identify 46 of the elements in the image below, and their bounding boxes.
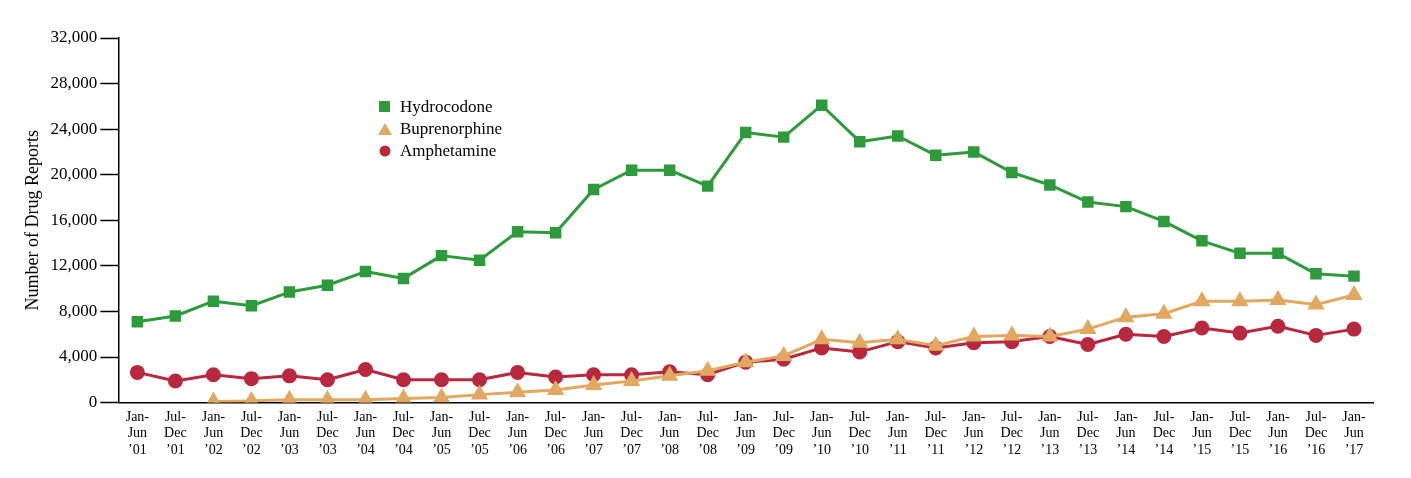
- x-tick-label: Jul- Dec ’05: [468, 408, 491, 458]
- x-tick-label: Jan- Jun ’14: [1114, 408, 1138, 458]
- x-tick-label: Jan- Jun ’06: [505, 408, 530, 458]
- y-axis-title: Number of Drug Reports: [21, 130, 42, 311]
- y-tick-label: 4,000: [59, 346, 98, 366]
- x-tick-label: Jan- Jun ’11: [886, 408, 910, 458]
- y-tick-label: 24,000: [50, 118, 98, 138]
- x-tick-label: Jan- Jun ’04: [353, 408, 378, 458]
- x-tick-label: Jan- Jun ’10: [810, 408, 834, 458]
- x-tick-label: Jul- Dec ’01: [164, 408, 187, 458]
- x-tick-label: Jul- Dec ’12: [1000, 408, 1024, 458]
- x-tick-label: Jan- Jun ’02: [201, 408, 226, 458]
- x-tick-label: Jul- Dec ’15: [1228, 408, 1252, 458]
- x-tick-label: Jan- Jun ’08: [657, 408, 682, 458]
- x-tick-label: Jul- Dec ’11: [924, 408, 948, 458]
- x-tick-label: Jul- Dec ’10: [848, 408, 872, 458]
- y-tick-label: 16,000: [50, 209, 98, 229]
- x-tick-label: Jul- Dec ’06: [544, 408, 567, 458]
- y-tick-label: 32,000: [50, 27, 98, 47]
- x-tick-label: Jan- Jun ’07: [581, 408, 606, 458]
- y-tick-label: 28,000: [50, 73, 98, 93]
- x-tick-label: Jan- Jun ’12: [962, 408, 986, 458]
- x-tick-label: Jan- Jun ’17: [1342, 408, 1366, 458]
- x-tick-label: Jul- Dec ’08: [696, 408, 719, 458]
- legend-label: Hydrocodone: [400, 96, 493, 118]
- x-tick-label: Jan- Jun ’16: [1266, 408, 1290, 458]
- x-tick-label: Jul- Dec ’03: [316, 408, 339, 458]
- x-tick-label: Jan- Jun ’13: [1038, 408, 1062, 458]
- x-tick-label: Jan- Jun ’05: [429, 408, 454, 458]
- x-tick-label: Jul- Dec ’02: [240, 408, 263, 458]
- x-tick-label: Jan- Jun ’03: [277, 408, 302, 458]
- x-tick-label: Jul- Dec ’09: [772, 408, 795, 458]
- x-tick-label: Jul- Dec ’07: [620, 408, 643, 458]
- x-tick-label: Jul- Dec ’04: [392, 408, 415, 458]
- x-tick-label: Jul- Dec ’16: [1304, 408, 1328, 458]
- x-tick-label: Jan- Jun ’01: [125, 408, 150, 458]
- y-tick-label: 0: [88, 392, 98, 412]
- x-tick-label: Jan- Jun ’15: [1190, 408, 1214, 458]
- legend-label: Amphetamine: [400, 140, 497, 162]
- x-tick-label: Jul- Dec ’14: [1152, 408, 1176, 458]
- legend-label: Buprenorphine: [400, 118, 502, 140]
- x-tick-label: Jan- Jun ’09: [734, 408, 758, 458]
- y-tick-label: 8,000: [59, 300, 98, 320]
- y-tick-label: 20,000: [50, 164, 98, 184]
- y-tick-label: 12,000: [50, 255, 98, 275]
- x-tick-label: Jul- Dec ’13: [1076, 408, 1100, 458]
